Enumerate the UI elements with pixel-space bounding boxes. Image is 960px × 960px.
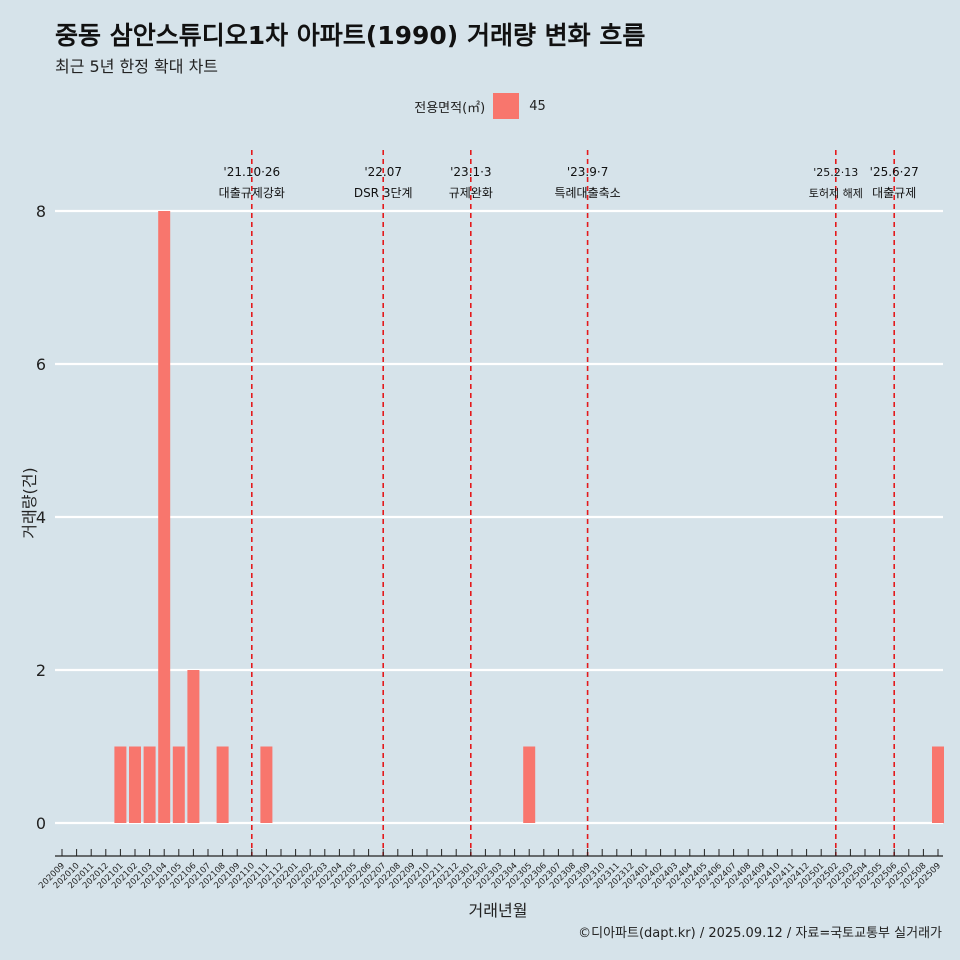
y-tick-label: 6 <box>36 355 46 374</box>
event-label: DSR 3단계 <box>354 186 413 200</box>
event-label: 특례대출축소 <box>554 186 620 200</box>
bar <box>932 746 944 823</box>
bar <box>523 746 536 823</box>
event-date: '22.07 <box>364 165 402 179</box>
bar <box>143 746 156 823</box>
legend-item-label-45: 45 <box>529 98 546 114</box>
event-label: 토허제 해제 <box>809 186 863 200</box>
bar <box>114 746 127 823</box>
bar <box>260 746 273 823</box>
chart-subtitle: 최근 5년 한정 확대 차트 <box>55 57 219 76</box>
event-date: '25.2·13 <box>813 166 858 179</box>
event-label: 규제완화 <box>449 186 493 200</box>
source-caption: ©디아파트(dapt.kr) / 2025.09.12 / 자료=국토교통부 실… <box>578 926 942 941</box>
event-date: '25.6·27 <box>870 165 919 179</box>
event-date: '23.9·7 <box>567 165 608 179</box>
legend-title: 전용면적(㎡) <box>414 100 486 116</box>
y-tick-label: 4 <box>36 508 46 527</box>
bar <box>187 670 200 823</box>
bar <box>129 746 141 823</box>
legend: 전용면적(㎡) 45 <box>0 93 960 119</box>
x-axis-label: 거래년월 <box>468 901 528 920</box>
y-tick-label: 2 <box>36 661 46 680</box>
chart-title: 중동 삼안스튜디오1차 아파트(1990) 거래량 변화 흐름 <box>55 21 646 50</box>
y-tick-label: 0 <box>36 814 46 833</box>
bar <box>216 746 229 823</box>
legend-swatch-45 <box>493 93 520 119</box>
bar <box>172 746 185 823</box>
event-label: 대출규제강화 <box>219 186 285 200</box>
y-tick-label: 8 <box>36 202 46 221</box>
bar <box>158 211 171 823</box>
event-date: '21.10·26 <box>223 165 280 179</box>
y-axis-label: 거래량(건) <box>20 467 39 539</box>
event-date: '23.1·3 <box>450 165 491 179</box>
event-label: 대출규제 <box>872 186 916 200</box>
